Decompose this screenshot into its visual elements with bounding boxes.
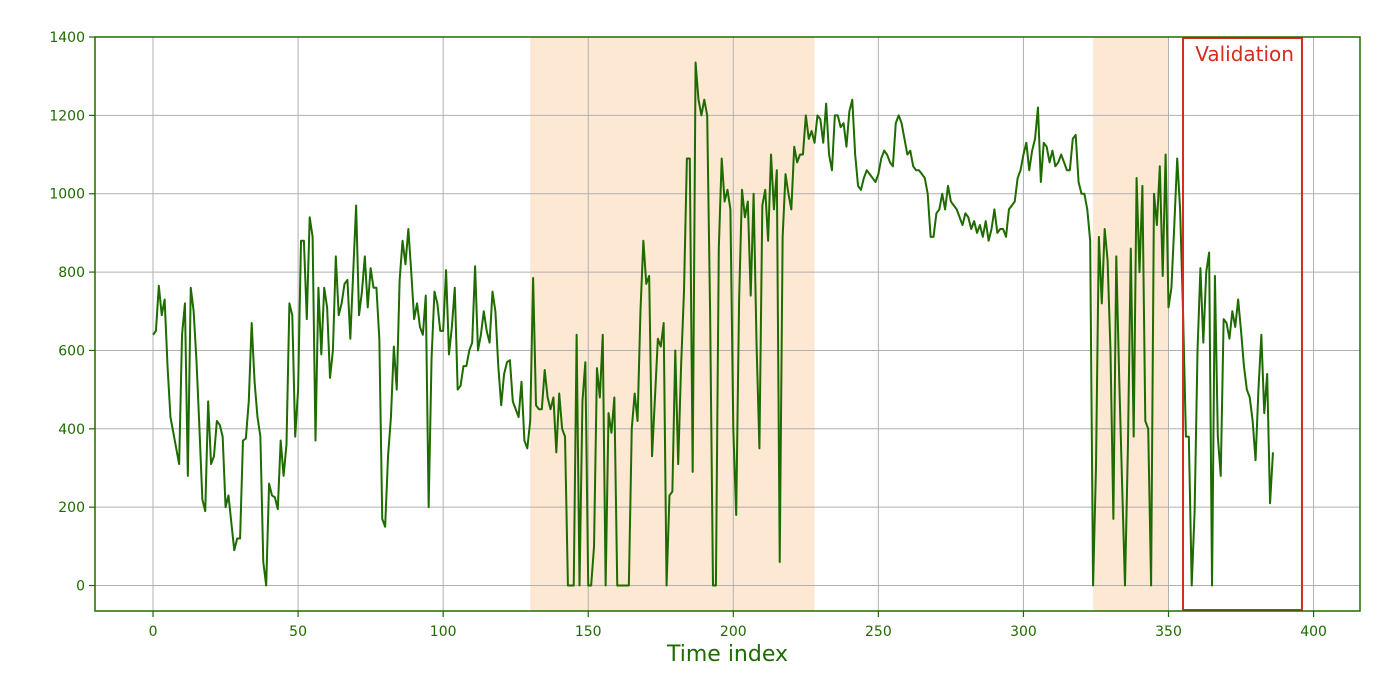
x-tick-label: 350: [1155, 624, 1182, 640]
y-tick-label: 200: [58, 500, 85, 516]
shaded-regions: [530, 37, 1169, 611]
shaded-region-2: [1093, 37, 1169, 611]
y-tick-label: 600: [58, 343, 85, 359]
x-tick-label: 300: [1010, 624, 1037, 640]
x-tick-label: 0: [149, 624, 158, 640]
x-tick-label: 100: [430, 624, 457, 640]
y-tick-label: 1200: [49, 108, 85, 124]
y-tick-label: 800: [58, 265, 85, 281]
x-tick-label: 200: [720, 624, 747, 640]
x-tick-label: 50: [289, 624, 307, 640]
x-axis-ticks: 0 50 100 150 200 250 300 350 400: [149, 611, 1327, 640]
x-tick-label: 150: [575, 624, 602, 640]
y-tick-label: 0: [76, 579, 85, 595]
y-axis-ticks: 0 200 400 600 800 1000 1200 1400: [49, 30, 95, 595]
x-tick-label: 400: [1300, 624, 1327, 640]
y-tick-label: 1000: [49, 187, 85, 203]
series-layer: [152, 61, 1274, 587]
shaded-region-1: [530, 37, 815, 611]
validation-label: Validation: [1195, 42, 1294, 66]
x-axis-label: Time index: [666, 642, 788, 667]
annotation-layer: Validation: [1182, 37, 1303, 611]
y-tick-label: 400: [58, 422, 85, 438]
y-tick-label: 1400: [49, 30, 85, 46]
series-line-1: [152, 61, 1274, 587]
x-tick-label: 250: [865, 624, 892, 640]
plot-frame: [94, 36, 1361, 612]
validation-box: [1182, 37, 1303, 611]
